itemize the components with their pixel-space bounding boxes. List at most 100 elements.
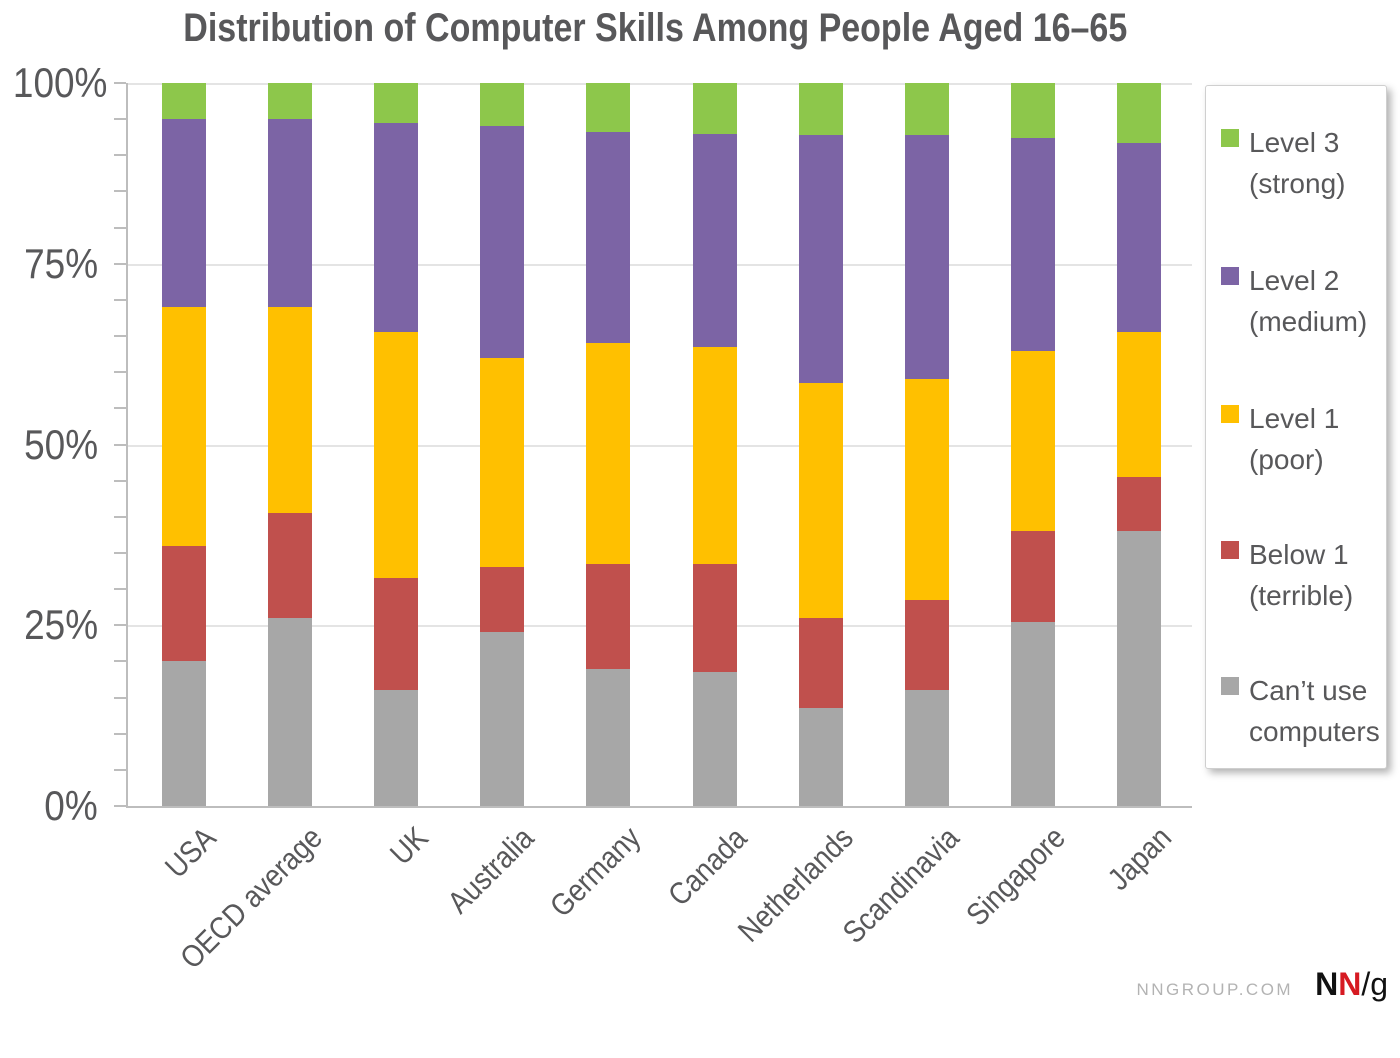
y-tick-5 — [114, 768, 126, 771]
bar-segment — [267, 83, 312, 120]
bar-segment — [480, 126, 525, 358]
gridline-75 — [128, 263, 1192, 266]
x-axis-label-text: Australia — [441, 820, 541, 920]
bar-segment — [586, 132, 631, 344]
legend-label-line1: Can’t use — [1249, 675, 1368, 706]
bar-scandinavia — [904, 83, 949, 806]
legend-item-1: Level 3 (strong) — [1221, 122, 1345, 204]
legend: Level 3 (strong) Level 2 (medium) Level 1 (po… — [1205, 85, 1387, 769]
bar-segment — [692, 672, 737, 806]
footer: NNGROUP.COM NN/g — [1137, 968, 1389, 1000]
bar-segment — [586, 668, 631, 806]
y-tick-15 — [114, 696, 126, 699]
bar-segment — [798, 383, 843, 619]
x-axis-label-text: UK — [383, 820, 435, 872]
nng-logo-slash: / — [1361, 966, 1371, 1002]
bar-segment — [1117, 83, 1162, 144]
y-tick-90 — [114, 154, 126, 157]
x-axis-label-text: Japan — [1100, 820, 1179, 898]
bar-segment — [267, 513, 312, 619]
legend-chip — [1221, 129, 1239, 147]
bar-germany — [586, 83, 631, 806]
bar-segment — [267, 119, 312, 308]
site-label: NNGROUP.COM — [1136, 980, 1294, 999]
bar-segment — [904, 690, 949, 806]
y-axis-label: 50% — [0, 420, 98, 468]
gridline-100 — [128, 83, 1192, 85]
bar-segment — [586, 563, 631, 669]
plot-area — [114, 82, 1192, 808]
y-tick-80 — [114, 226, 126, 229]
y-tick-55 — [114, 407, 126, 410]
legend-item-label: Below 1 (terrible) — [1249, 534, 1353, 616]
legend-item-2: Level 2 (medium) — [1221, 260, 1367, 342]
bar-segment — [798, 618, 843, 709]
legend-label-line2: (medium) — [1249, 306, 1368, 337]
y-tick-70 — [114, 298, 126, 301]
bar-segment — [904, 135, 949, 380]
legend-label-line2: computers — [1249, 716, 1380, 747]
bar-segment — [1011, 531, 1056, 622]
bar-segment — [692, 83, 737, 134]
gridline-25 — [128, 625, 1192, 628]
bar-segment — [1117, 143, 1162, 333]
bar-segment — [1117, 332, 1162, 478]
bar-usa — [161, 83, 206, 806]
bar-netherlands — [798, 83, 843, 806]
bar-segment — [373, 578, 418, 691]
legend-chip — [1221, 405, 1239, 423]
bar-segment — [161, 545, 206, 662]
nng-logo-g: g — [1370, 966, 1388, 1002]
bar-segment — [692, 563, 737, 673]
bar-segment — [267, 307, 312, 514]
chart-title-text: Distribution of Computer Skills Among Pe… — [183, 6, 1127, 50]
legend-item-label: Level 3 (strong) — [1249, 122, 1345, 204]
bar-segment — [480, 357, 525, 568]
bar-japan — [1117, 83, 1162, 806]
bar-segment — [373, 122, 418, 333]
y-tick-65 — [114, 335, 126, 338]
y-axis-label-text: 0% — [44, 782, 98, 829]
bar-segment — [692, 133, 737, 347]
y-axis-label: 0% — [0, 785, 98, 827]
bar-segment — [798, 83, 843, 136]
y-tick-25 — [114, 624, 126, 627]
bar-segment — [373, 690, 418, 806]
y-axis-label-text: 50% — [24, 420, 98, 468]
bar-segment — [161, 119, 206, 308]
y-tick-45 — [114, 479, 126, 482]
bar-segment — [586, 343, 631, 564]
y-tick-50 — [114, 443, 126, 446]
bar-segment — [1117, 477, 1162, 532]
bar-oecd-average — [267, 83, 312, 806]
legend-label-line2: (terrible) — [1249, 580, 1354, 611]
y-tick-85 — [114, 190, 126, 193]
legend-item-label: Level 2 (medium) — [1249, 260, 1367, 342]
nng-logo-n2: N — [1338, 966, 1362, 1002]
legend-item-4: Below 1 (terrible) — [1221, 534, 1353, 616]
legend-item-label: Level 1 (poor) — [1249, 398, 1339, 480]
y-axis-label: 25% — [0, 604, 98, 646]
bar-segment — [1011, 621, 1056, 806]
bar-segment — [1011, 137, 1056, 351]
y-tick-60 — [114, 371, 126, 374]
bar-segment — [480, 567, 525, 633]
y-axis-label: 75% — [0, 242, 98, 285]
x-axis-label-text: Canada — [660, 820, 754, 913]
bar-segment — [798, 708, 843, 806]
y-tick-95 — [114, 118, 126, 121]
nng-logo-n1: N — [1315, 966, 1339, 1002]
y-tick-75 — [114, 262, 126, 265]
legend-label-line2: (strong) — [1249, 168, 1346, 199]
nng-logo: NN/g — [1315, 968, 1388, 1000]
bar-segment — [1117, 531, 1162, 806]
x-axis-label-text: Germany — [542, 820, 648, 925]
y-tick-35 — [114, 551, 126, 554]
y-axis-label: 100% — [0, 62, 108, 104]
legend-item-5: Can’t use computers — [1221, 670, 1380, 752]
bar-segment — [373, 83, 418, 123]
bar-canada — [692, 83, 737, 806]
bar-segment — [1011, 350, 1056, 532]
legend-label-line1: Below 1 — [1249, 539, 1349, 570]
bar-segment — [373, 332, 418, 579]
